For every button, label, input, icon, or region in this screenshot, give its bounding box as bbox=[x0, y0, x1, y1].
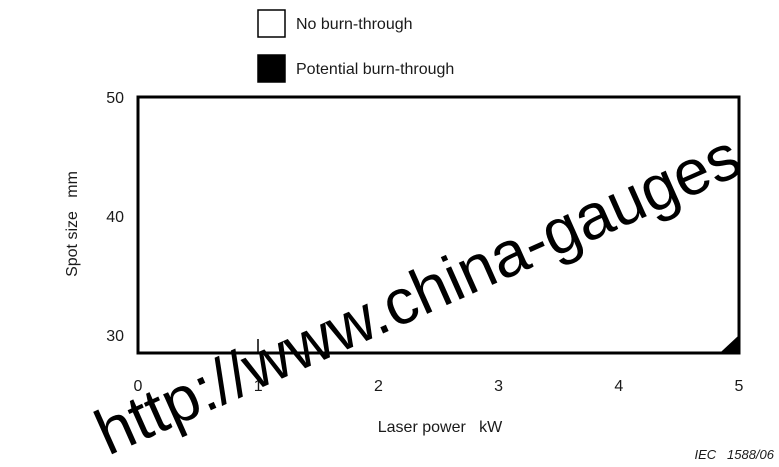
legend-swatch-burn bbox=[257, 54, 286, 83]
legend-label-no-burn: No burn-through bbox=[296, 16, 413, 33]
x-tick-label-3: 3 bbox=[494, 378, 503, 395]
x-tick-label-4: 4 bbox=[614, 378, 623, 395]
y-tick-label-40: 40 bbox=[106, 209, 124, 226]
x-axis-title: Laser power kW bbox=[378, 419, 503, 436]
x-tick-label-2: 2 bbox=[374, 378, 383, 395]
legend: No burn-through Potential burn-through bbox=[257, 9, 454, 83]
x-tick-label-5: 5 bbox=[735, 378, 744, 395]
figure-id: IEC 1588/06 bbox=[695, 447, 775, 462]
potential-burn-through-region bbox=[719, 335, 739, 353]
y-tick-label-50: 50 bbox=[106, 90, 124, 107]
x-tick-label-0: 0 bbox=[134, 378, 143, 395]
legend-swatch-no-burn bbox=[257, 9, 286, 38]
x-tick-label-1: 1 bbox=[254, 378, 263, 395]
plot-frame bbox=[136, 95, 741, 355]
plot-area bbox=[138, 97, 739, 353]
legend-label-burn: Potential burn-through bbox=[296, 61, 454, 78]
y-tick-label-30: 30 bbox=[106, 328, 124, 345]
y-axis-title: Spot size mm bbox=[64, 171, 81, 277]
